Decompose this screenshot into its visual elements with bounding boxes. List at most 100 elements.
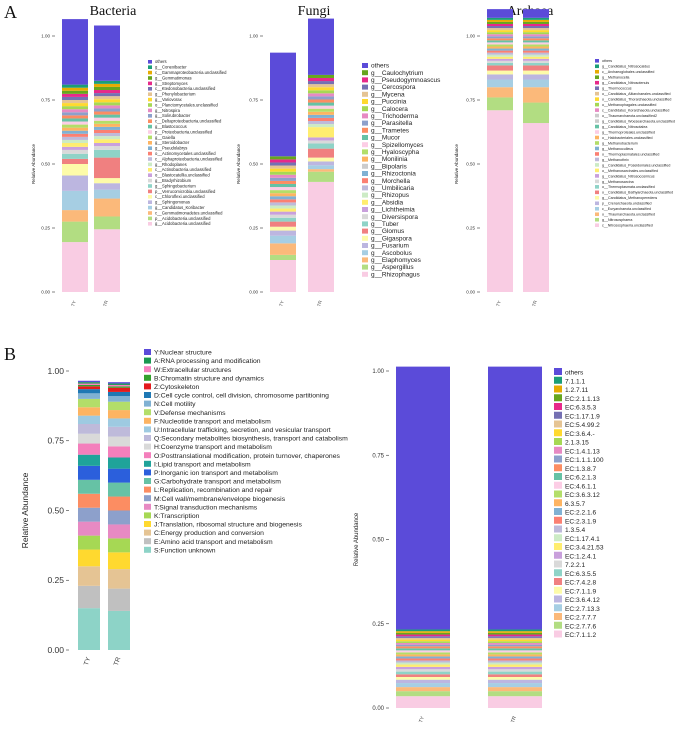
cog-legend-label: Z:Cytoskeleton — [154, 384, 200, 391]
archaea-bar-segment — [487, 19, 513, 22]
archaea-ytick-label: 0.75 — [466, 98, 475, 103]
bacteria-legend-label: c__Ktedonobacteria.unclassified — [155, 86, 216, 91]
bacteria-legend-label: g__Streptomyces — [155, 81, 188, 86]
fungi-bar-segment — [270, 254, 296, 260]
archaea-legend-swatch — [595, 124, 599, 129]
ec-bar-segment — [396, 687, 450, 692]
fungi-bar-segment — [270, 183, 296, 188]
bacteria-legend-swatch — [148, 189, 152, 194]
bacteria-bar-segment — [94, 114, 120, 118]
archaea-bar-segment — [487, 65, 513, 71]
fungi-bar-segment — [308, 105, 334, 109]
ec-legend-label: EC:2.1.1.13 — [565, 396, 600, 403]
fungi-bar-segment — [308, 74, 334, 78]
bacteria-ylabel: Relative Abundance — [31, 143, 36, 184]
archaea-legend-label: g__Thermococcus — [602, 87, 632, 91]
ec-legend-swatch — [554, 560, 562, 568]
fungi-bar-segment — [308, 114, 334, 118]
ec-bar-segment — [396, 660, 450, 663]
archaea-bar-segment — [523, 65, 549, 71]
cog-bar-segment — [78, 521, 100, 536]
ec-legend-label: 2.1.3.15 — [565, 440, 589, 447]
bacteria-legend-swatch — [148, 184, 152, 188]
cog-legend-swatch — [144, 349, 151, 355]
bacteria-bar-segment — [62, 158, 88, 164]
chart-cog: 0.00 0.25 0.50 0.75 1.00 Relative Abundance TY… — [20, 349, 348, 667]
ec-bar-segment — [488, 669, 542, 672]
bacteria-bar-segment — [62, 106, 88, 110]
archaea-bar-segment — [487, 46, 513, 49]
ec-bar-segment — [396, 658, 450, 661]
ec-bar-segment — [488, 666, 542, 670]
fungi-legend-swatch — [362, 149, 368, 155]
cog-ytick-label: 1.00 — [47, 366, 64, 376]
archaea-legend-swatch — [595, 157, 599, 162]
archaea-bar-segment — [523, 62, 549, 66]
fungi-legend-swatch — [362, 235, 368, 241]
bacteria-legend-label: p__Acidobacteria.unclassified — [155, 216, 211, 221]
cog-bar-segment — [108, 446, 130, 458]
ec-ytick-label: 1.00 — [372, 369, 384, 375]
bacteria-bar-segment — [62, 143, 88, 147]
fungi-legend-swatch — [362, 192, 368, 198]
fungi-legend-label: g__Umbilicaria — [371, 185, 414, 192]
bacteria-category-label: TR — [102, 299, 109, 307]
fungi-legend-label: g__Morchella — [371, 178, 410, 185]
cog-legend-swatch — [144, 383, 151, 390]
cog-bar-segment — [78, 415, 100, 425]
bacteria-bar-segment — [94, 25, 120, 81]
archaea-legend-swatch — [595, 80, 599, 85]
fungi-legend-label: others — [371, 63, 390, 70]
ec-bar-segment — [488, 631, 542, 633]
cog-legend-label: C:Energy production and conversion — [154, 530, 264, 537]
fungi-title: Fungi — [298, 4, 331, 19]
fungi-bar-segment — [308, 137, 334, 141]
cog-bar-segment — [78, 443, 100, 455]
bacteria-legend-label: c__Gammaproteobacteria.unclassified — [155, 70, 227, 75]
bacteria-bar-segment — [62, 164, 88, 176]
fungi-bar-segment — [270, 196, 296, 200]
bacteria-bar-segment — [94, 139, 120, 144]
ec-legend-label: EC:3.6.3.12 — [565, 492, 600, 499]
ec-bar-segment — [396, 696, 450, 708]
archaea-legend-swatch — [595, 119, 599, 123]
fungi-legend-label: g__Caulochytrium — [371, 70, 423, 77]
ec-legend-label: EC:6.3.5.3 — [565, 405, 596, 412]
bacteria-legend-swatch — [148, 200, 152, 204]
fungi-legend-swatch — [362, 243, 368, 248]
ec-legend-swatch — [554, 613, 562, 620]
fungi-legend-swatch — [362, 264, 368, 270]
cog-legend-swatch — [144, 512, 151, 519]
bacteria-legend-label: g__Candidatus_Koribacter — [155, 205, 205, 210]
cog-bar-segment — [78, 608, 100, 650]
cog-bar-segment — [78, 393, 100, 399]
ec-bar-segment — [488, 687, 542, 692]
cog-bar-segment — [108, 384, 130, 387]
cog-bar-segment — [108, 538, 130, 553]
ec-category-label: TR — [510, 715, 518, 724]
cog-bar-segment — [78, 465, 100, 480]
archaea-legend-swatch — [595, 190, 599, 195]
bacteria-legend-swatch — [148, 97, 152, 102]
fungi-bar-segment — [308, 99, 334, 103]
ec-legend-label: EC:3.4.21.53 — [565, 545, 604, 552]
fungi-legend-label: g__Ascobolus — [371, 250, 413, 257]
fungi-legend-swatch — [362, 257, 368, 263]
bacteria-legend-swatch — [148, 70, 152, 75]
bacteria-bar-segment — [94, 117, 120, 121]
fungi-bar-segment — [308, 93, 334, 97]
archaea-legend-label: g__Methanobacterium — [602, 141, 638, 145]
cog-legend-label: J:Translation, ribosomal structure and b… — [154, 522, 302, 529]
archaea-legend-swatch — [595, 206, 599, 211]
cog-legend-label: P:Inorganic ion transport and metabolism — [154, 470, 278, 477]
fungi-legend-label: g__Spizellomyces — [371, 142, 424, 149]
cog-bar-segment — [78, 383, 100, 385]
ec-bar-segment — [396, 650, 450, 653]
archaea-legend-label: o__Methanosarcinales.unclassified — [602, 169, 658, 173]
archaea-legend-swatch — [595, 163, 599, 167]
ec-bar-segment — [488, 691, 542, 697]
ec-legend-swatch — [554, 595, 562, 603]
bacteria-bar-segment — [62, 124, 88, 128]
archaea-bar-segment — [487, 40, 513, 43]
archaea-bar-segment — [523, 38, 549, 41]
